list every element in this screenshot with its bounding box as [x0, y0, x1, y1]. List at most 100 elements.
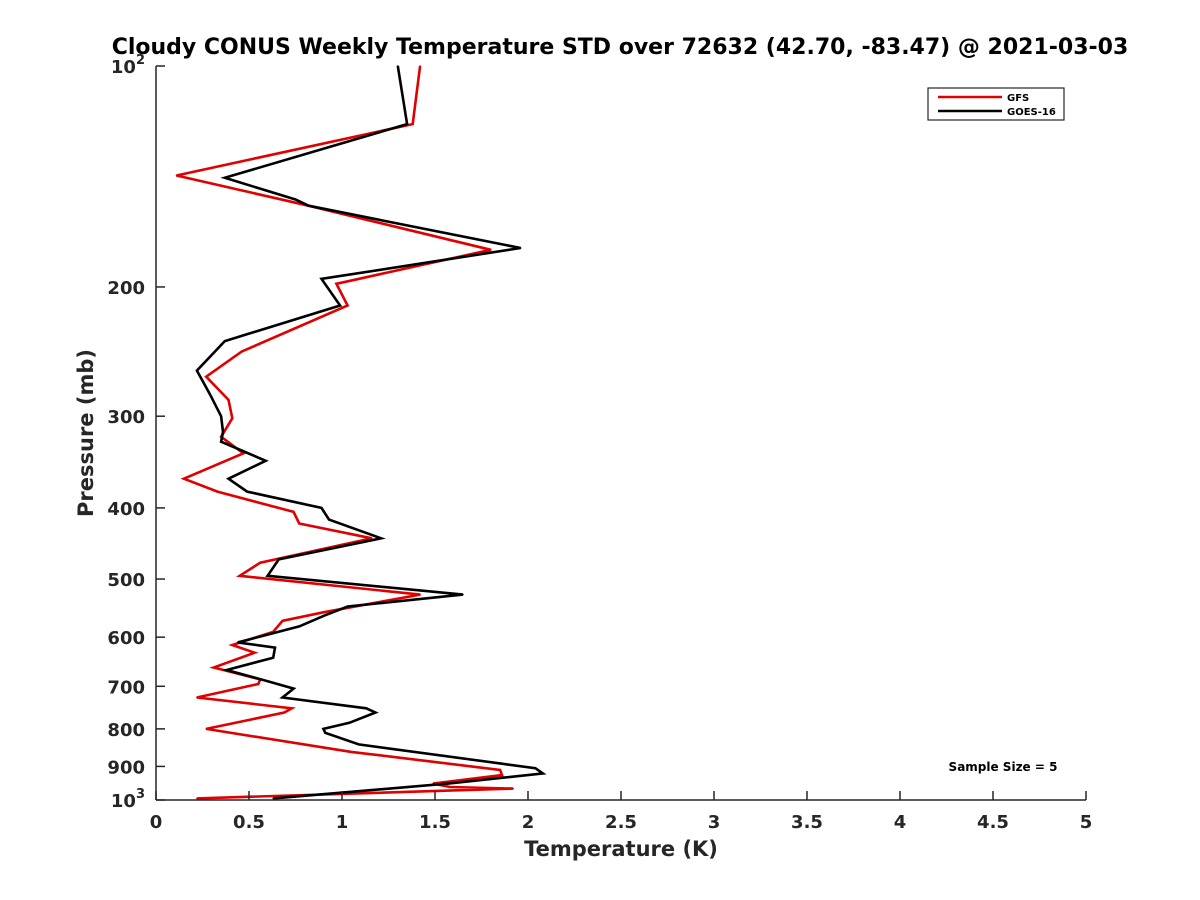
data-point	[196, 369, 198, 372]
data-point	[322, 728, 325, 730]
data-point	[205, 375, 207, 378]
data-point	[240, 350, 243, 353]
x-tick-label: 1.5	[419, 812, 451, 833]
data-point	[227, 399, 230, 401]
data-point	[512, 787, 514, 790]
data-point	[253, 651, 256, 654]
data-point	[220, 440, 222, 443]
x-axis-label: Temperature (K)	[524, 837, 718, 861]
series-points	[175, 65, 514, 800]
data-point	[490, 249, 492, 251]
data-point	[196, 797, 198, 800]
legend-label: GOES-16	[1007, 107, 1056, 118]
data-point	[224, 340, 226, 342]
series-line-gfs	[176, 65, 514, 800]
data-point	[419, 593, 421, 596]
x-tick-label: 4	[894, 812, 907, 833]
data-point	[380, 537, 382, 540]
data-point	[307, 204, 310, 207]
data-point	[274, 646, 276, 649]
data-point	[196, 696, 198, 699]
data-point	[212, 666, 215, 669]
data-point	[246, 490, 248, 493]
y-tick-label: 900	[107, 757, 145, 778]
x-tick-label: 2.5	[605, 812, 637, 833]
y-tick-label: 700	[107, 677, 145, 698]
data-point	[266, 575, 269, 577]
data-point	[237, 641, 239, 644]
legend-items: GFS GOES-16	[938, 93, 1056, 118]
data-point	[357, 743, 360, 746]
data-point	[322, 611, 325, 614]
chart-title: Cloudy CONUS Weekly Temperature STD over…	[112, 35, 1129, 60]
axis-layer	[155, 66, 1086, 801]
data-point	[283, 711, 286, 714]
data-point	[294, 198, 297, 201]
data-point	[272, 797, 275, 800]
data-point	[220, 415, 222, 418]
legend-label: GFS	[1007, 93, 1029, 104]
legend: GFS GOES-16	[927, 87, 1065, 121]
data-point	[339, 304, 341, 307]
x-tick-label: 4.5	[977, 812, 1009, 833]
data-point	[419, 65, 421, 67]
series-line-goes-16	[195, 65, 547, 800]
data-point	[242, 452, 245, 455]
x-tick-label: 3.5	[791, 812, 823, 833]
y-tick-label-exponent: 3	[136, 787, 145, 802]
data-point	[268, 680, 271, 683]
data-point	[281, 620, 284, 622]
data-point	[324, 732, 327, 734]
y-tick-label: 500	[107, 570, 145, 591]
data-point	[298, 522, 301, 525]
y-tick-label: 800	[107, 720, 145, 741]
series-points	[196, 65, 544, 800]
data-point	[227, 477, 230, 480]
data-point	[278, 558, 280, 561]
data-point	[257, 683, 260, 685]
data-point	[335, 283, 338, 285]
data-point	[209, 393, 211, 396]
data-point	[371, 537, 373, 540]
y-axis-label: Pressure (mb)	[74, 349, 98, 517]
data-point	[264, 460, 267, 462]
data-point	[320, 507, 323, 509]
data-point	[447, 782, 449, 785]
y-tick-label: 103	[111, 787, 145, 812]
data-point	[501, 774, 503, 776]
y-tick-label: 400	[107, 499, 145, 520]
x-ticks: 0 0.5 1 1.5 2 2.5 3 3.5 4 4.5 5	[150, 791, 1093, 833]
data-point	[183, 477, 185, 480]
y-tick-label-base: 10	[111, 791, 136, 812]
data-point	[346, 605, 349, 608]
sample-size-annotation: Sample Size = 5	[949, 760, 1058, 774]
data-point	[231, 417, 234, 420]
data-point	[292, 511, 295, 513]
y-tick-label: 200	[107, 278, 145, 299]
y-tick-label: 600	[107, 628, 145, 649]
x-tick-label: 1	[336, 812, 349, 833]
y-tick-label: 300	[107, 407, 145, 428]
data-point	[534, 767, 537, 769]
data-point	[259, 561, 262, 564]
data-point	[462, 593, 464, 596]
data-point	[231, 644, 234, 646]
data-point	[216, 490, 219, 493]
data-point	[406, 123, 408, 125]
x-tick-label: 0.5	[233, 812, 265, 833]
data-point	[238, 575, 241, 577]
data-point	[222, 431, 224, 433]
data-point	[542, 772, 544, 775]
data-point	[292, 687, 295, 690]
data-point	[205, 728, 207, 730]
data-point	[328, 518, 330, 521]
data-point	[346, 304, 349, 307]
y-tick-label-base: 10	[111, 57, 136, 78]
x-tick-label: 3	[708, 812, 721, 833]
data-point	[324, 614, 327, 616]
x-tick-label: 5	[1080, 812, 1093, 833]
data-point	[272, 656, 275, 659]
data-point	[298, 625, 301, 628]
